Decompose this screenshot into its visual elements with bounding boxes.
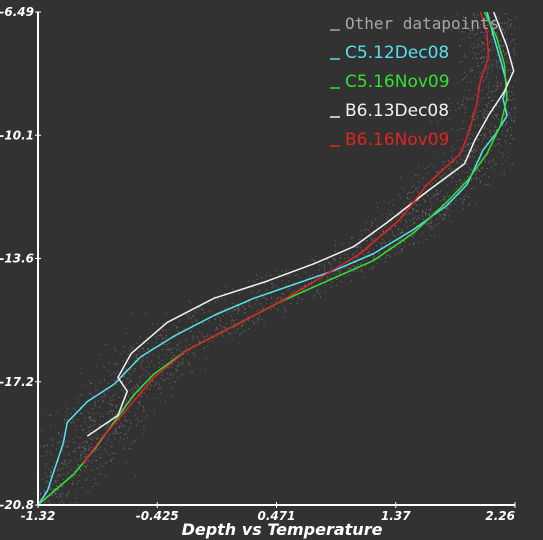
series-line-b6-16nov09: [82, 11, 490, 465]
x-tick-label: 2.26: [485, 509, 515, 523]
series-line-c5-16nov09: [37, 11, 508, 506]
x-tick-label: 0.471: [258, 509, 296, 523]
legend-label: Other datapoints: [345, 14, 499, 33]
scatter-cloud: [38, 12, 516, 506]
y-tick-label: -13.6: [0, 252, 34, 266]
y-tick-label: -17.2: [0, 375, 34, 389]
legend-label: C5.12Dec08: [345, 43, 449, 63]
series-line-c5-12dec08: [37, 11, 508, 506]
legend: Other datapoints C5.12Dec08 C5.16Nov09 B6.1…: [330, 14, 499, 150]
series-lines: [37, 11, 515, 506]
x-tick-label: -0.425: [136, 509, 179, 523]
legend-label: C5.16Nov09: [345, 72, 450, 92]
x-axis-title: Depth vs Temperature: [182, 520, 383, 539]
y-tick-label: -10.1: [0, 128, 34, 142]
legend-label: B6.13Dec08: [345, 101, 449, 121]
series-line-b6-13dec08: [86, 11, 515, 437]
legend-label: B6.16Nov09: [345, 130, 449, 150]
ticks: -6.49 -10.1 -13.6 -17.2 -20.8-1.32 -0.425 0.47…: [0, 5, 516, 523]
y-tick-label: -20.8: [0, 498, 34, 512]
x-tick-label: -1.32: [21, 509, 56, 523]
x-tick-label: 1.37: [381, 509, 411, 523]
scatter-points: [38, 12, 516, 506]
y-tick-label: -6.49: [0, 5, 34, 19]
